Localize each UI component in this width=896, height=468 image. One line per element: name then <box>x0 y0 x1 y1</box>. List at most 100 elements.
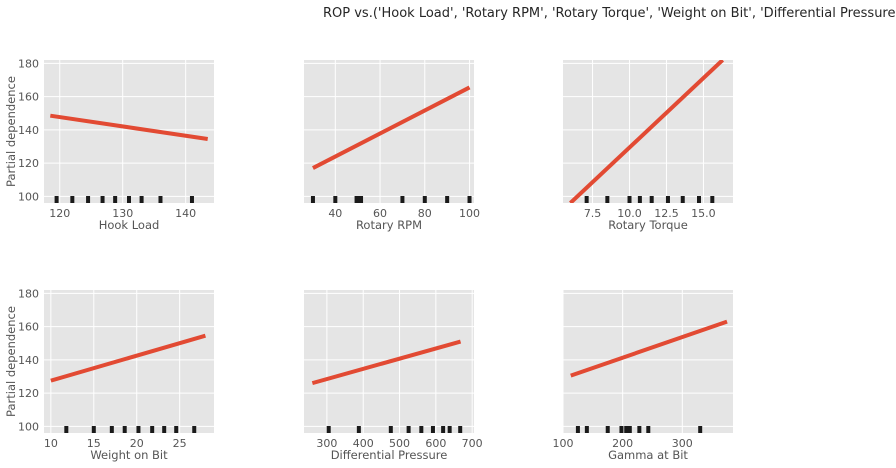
decile-mark <box>637 426 642 433</box>
pd-panel-2: 40 60 80 100 Rotary RPM <box>304 60 480 232</box>
x-tick-label: 300 <box>316 437 337 450</box>
decile-mark <box>333 196 338 203</box>
x-axis-label: Rotary RPM <box>356 218 422 232</box>
x-tick-label: 20 <box>130 437 144 450</box>
decile-mark <box>64 426 69 433</box>
y-axis-label: Partial dependence <box>4 306 18 417</box>
x-tick-label: 15 <box>87 437 101 450</box>
y-tick-label: 160 <box>18 321 39 334</box>
decile-mark <box>100 196 105 203</box>
x-tick-label: 300 <box>672 437 693 450</box>
y-tick-label: 140 <box>18 124 39 137</box>
decile-mark <box>388 426 393 433</box>
decile-mark <box>162 426 167 433</box>
decile-mark <box>86 196 91 203</box>
decile-mark <box>697 196 701 203</box>
decile-mark <box>122 426 127 433</box>
decile-mark <box>575 426 580 433</box>
x-tick-label: 130 <box>112 207 133 220</box>
x-tick-label: 500 <box>389 437 410 450</box>
y-tick-label: 140 <box>18 354 39 367</box>
pd-line <box>311 339 462 386</box>
y-tick-label: 100 <box>18 420 39 433</box>
decile-mark <box>710 196 715 203</box>
decile-mark <box>680 196 685 203</box>
decile-mark <box>70 196 75 203</box>
x-axis-label: Differential Pressure <box>331 448 448 462</box>
x-tick-label: 7.5 <box>584 207 602 220</box>
figure-title: ROP vs.('Hook Load', 'Rotary RPM', 'Rota… <box>323 6 896 21</box>
decile-mark <box>458 426 463 433</box>
decile-mark <box>109 426 114 433</box>
decile-mark <box>445 196 450 203</box>
plot-background <box>304 60 474 203</box>
x-axis-label: Gamma at Bit <box>608 448 688 462</box>
x-tick-label: 60 <box>373 207 387 220</box>
y-tick-label: 180 <box>18 57 39 70</box>
decile-mark <box>584 426 589 433</box>
plot-background <box>44 290 214 433</box>
x-tick-label: 40 <box>328 207 342 220</box>
decile-mark <box>91 426 96 433</box>
decile-mark <box>467 196 472 203</box>
decile-mark <box>649 196 654 203</box>
x-tick-label: 600 <box>425 437 446 450</box>
x-tick-label: 10 <box>44 437 58 450</box>
decile-mark <box>354 196 359 203</box>
decile-mark <box>356 426 361 433</box>
decile-mark <box>698 426 703 433</box>
decile-mark <box>637 196 642 203</box>
x-tick-label: 700 <box>462 437 483 450</box>
x-tick-label: 12.5 <box>654 207 679 220</box>
decile-mark <box>430 426 435 433</box>
decile-mark <box>624 426 629 433</box>
x-tick-label: 25 <box>173 437 187 450</box>
pd-line <box>50 333 206 383</box>
decile-mark <box>419 426 424 433</box>
plot-background <box>44 60 214 203</box>
decile-mark <box>422 196 427 203</box>
y-tick-label: 180 <box>18 287 39 300</box>
decile-mark <box>189 196 194 203</box>
y-axis-label: Partial dependence <box>4 76 18 187</box>
decile-mark <box>406 426 411 433</box>
decile-mark <box>605 196 610 203</box>
decile-mark <box>665 196 670 203</box>
x-tick-label: 100 <box>553 437 574 450</box>
decile-mark <box>139 196 144 203</box>
y-tick-label: 120 <box>18 157 39 170</box>
y-tick-label: 100 <box>18 190 39 203</box>
decile-mark <box>158 196 163 203</box>
x-tick-label: 200 <box>612 437 633 450</box>
pd-panel-5: 300 400 500 600 700 Differential Pressure <box>304 290 483 462</box>
decile-mark <box>326 426 331 433</box>
decile-mark <box>400 196 405 203</box>
x-tick-label: 80 <box>418 207 432 220</box>
decile-mark <box>441 426 446 433</box>
x-tick-label: 100 <box>459 207 480 220</box>
decile-mark <box>127 196 131 203</box>
decile-mark <box>627 426 632 433</box>
decile-mark <box>359 196 364 203</box>
y-tick-label: 160 <box>18 91 39 104</box>
y-tick-label: 120 <box>18 387 39 400</box>
x-axis-label: Weight on Bit <box>90 448 168 462</box>
x-tick-label: 10.0 <box>617 207 642 220</box>
decile-mark <box>619 426 624 433</box>
x-axis-label: Rotary Torque <box>608 218 688 232</box>
decile-mark <box>310 196 315 203</box>
plot-background <box>563 290 733 433</box>
pd-line <box>569 60 725 203</box>
x-tick-label: 15.0 <box>691 207 716 220</box>
decile-mark <box>605 426 610 433</box>
decile-mark <box>627 196 632 203</box>
pd-line <box>50 113 208 141</box>
decile-mark <box>192 426 197 433</box>
decile-mark <box>174 426 179 433</box>
x-axis-label: Hook Load <box>99 218 160 232</box>
